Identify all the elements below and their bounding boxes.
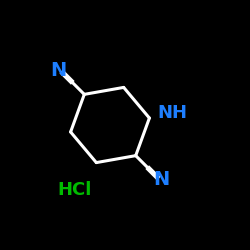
Text: N: N (51, 61, 67, 80)
Text: NH: NH (157, 104, 187, 122)
Text: N: N (153, 170, 169, 189)
Text: HCl: HCl (58, 181, 92, 199)
